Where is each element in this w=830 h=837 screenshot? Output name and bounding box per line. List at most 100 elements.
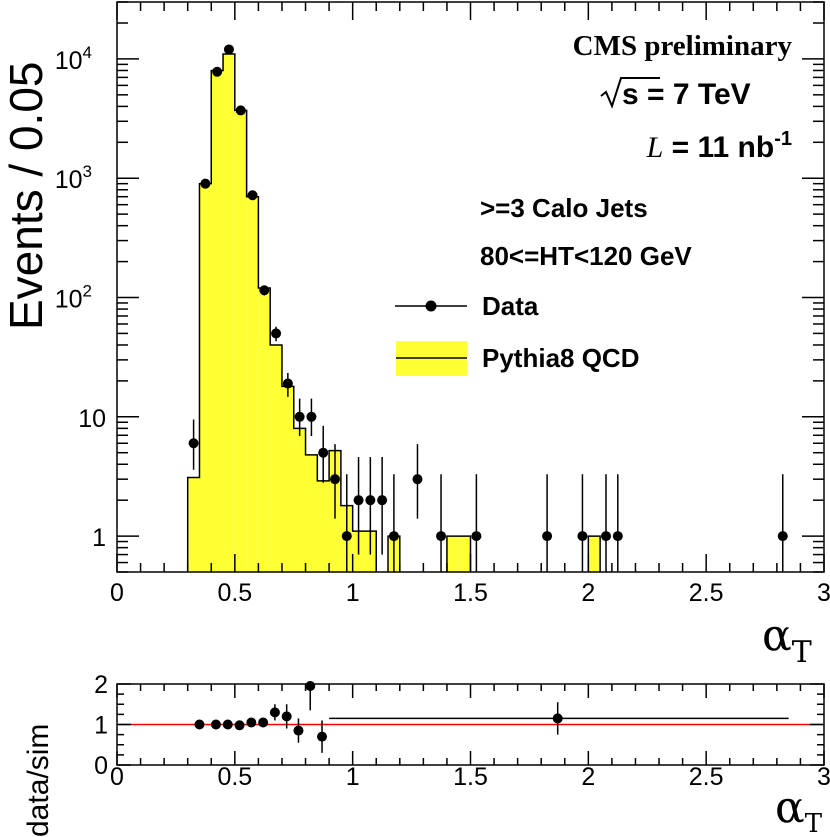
data-point-marker — [365, 495, 376, 506]
histogram-bin-6 — [258, 288, 271, 572]
ratio-y-axis: 0 1 2 — [94, 671, 824, 780]
data-point-4 — [235, 105, 246, 116]
data-point-18 — [412, 444, 423, 519]
data-point-marker — [223, 44, 234, 55]
data-point-15 — [365, 457, 376, 555]
energy-label: s = 7 TeV — [600, 77, 751, 111]
data-point-marker — [436, 531, 447, 542]
histogram-bin-11 — [317, 480, 330, 572]
data-point-14 — [353, 457, 364, 555]
ratio-point-marker — [222, 719, 233, 730]
data-point-22 — [577, 474, 588, 572]
x-tick-label: 0.5 — [217, 579, 252, 607]
ratio-point-2 — [222, 719, 233, 730]
data-point-21 — [542, 474, 553, 572]
data-point-marker — [235, 105, 246, 116]
data-point-7 — [271, 326, 282, 342]
y-tick-label: 1 — [92, 524, 106, 552]
histogram-bin-17 — [446, 536, 459, 572]
data-point-marker — [212, 66, 223, 77]
ratio-point-marker — [281, 711, 292, 722]
ratio-point-3 — [234, 720, 245, 731]
data-point-5 — [247, 190, 258, 201]
data-point-20 — [471, 474, 482, 572]
ratio-point-marker — [317, 731, 328, 742]
data-point-19 — [436, 474, 447, 572]
data-point-marker — [612, 531, 623, 542]
histogram-bin-1 — [199, 183, 212, 573]
data-point-marker — [294, 411, 305, 422]
main-x-axis: 0 0.5 1 1.5 2 2.5 3 — [110, 2, 830, 607]
selection-label-ht: 80<=HT<120 GeV — [480, 241, 692, 271]
ratio-point-marker — [246, 717, 257, 728]
main-y-axis: 1 10 102 103 104 — [55, 1, 824, 573]
data-point-25 — [777, 474, 788, 572]
ratio-point-9 — [305, 681, 316, 711]
ratio-point-1 — [210, 719, 221, 730]
data-point-marker — [388, 531, 399, 542]
svg-text:s = 7 TeV: s = 7 TeV — [622, 78, 751, 111]
ratio-point-5 — [258, 717, 269, 728]
data-point-marker — [601, 531, 612, 542]
histogram-bin-10 — [305, 454, 318, 572]
histogram-bin-7 — [270, 344, 282, 572]
data-point-2 — [212, 66, 223, 77]
histogram-bin-5 — [246, 196, 259, 572]
ratio-point-4 — [246, 717, 257, 728]
data-point-6 — [259, 285, 270, 296]
legend-entry-mc: Pythia8 QCD — [396, 341, 640, 376]
ratio-x-tick-label: 1 — [346, 763, 360, 791]
ratio-x-tick-label: 2 — [581, 763, 595, 791]
ratio-x-tick-label: 3 — [817, 763, 830, 791]
svg-text:Data: Data — [482, 291, 539, 321]
ratio-point-marker — [552, 713, 563, 724]
histogram-bin-19 — [588, 536, 601, 572]
data-point-12 — [329, 444, 340, 519]
y-tick-label: 104 — [55, 43, 92, 75]
cms-label: CMS preliminary — [573, 30, 793, 62]
histogram-bin-9 — [293, 428, 306, 572]
ratio-point-8 — [293, 718, 304, 743]
histogram-bin-0 — [187, 477, 200, 572]
x-tick-label: 1 — [346, 579, 360, 607]
ratio-x-axis-label: αT — [775, 782, 823, 837]
legend-marker-data — [425, 300, 437, 312]
data-point-marker — [353, 495, 364, 506]
x-tick-label: 0 — [110, 579, 124, 607]
data-point-marker — [377, 495, 388, 506]
main-y-axis-label: Events / 0.05 — [0, 62, 52, 331]
ratio-y-tick-label: 2 — [94, 671, 108, 699]
legend-entry-data: Data — [395, 291, 539, 321]
main-x-axis-label: αT — [762, 610, 812, 670]
ratio-x-tick-label: 0 — [110, 763, 124, 791]
ratio-point-marker — [269, 707, 280, 718]
ratio-point-marker — [234, 720, 245, 731]
data-point-13 — [341, 474, 352, 572]
histogram-bin-3 — [223, 53, 235, 572]
ratio-x-axis: 0 0.5 1 1.5 2 2.5 3 — [110, 684, 830, 791]
data-point-10 — [306, 398, 317, 437]
data-point-marker — [341, 531, 352, 542]
ratio-y-tick-label: 1 — [94, 712, 108, 740]
data-points — [188, 44, 788, 572]
ratio-points — [194, 681, 789, 753]
data-point-1 — [200, 178, 211, 189]
data-point-8 — [282, 372, 293, 397]
data-point-marker — [259, 285, 270, 296]
histogram-bin-2 — [211, 70, 224, 573]
data-point-11 — [318, 425, 329, 483]
luminosity-label: L = 11 nb-1 — [646, 128, 792, 164]
histogram-bin-8 — [281, 386, 294, 572]
data-point-marker — [577, 531, 588, 542]
ratio-panel: 0 0.5 1 1.5 2 2.5 3 012 data/sim αT — [22, 671, 830, 837]
data-point-marker — [412, 474, 423, 485]
ratio-point-marker — [210, 719, 221, 730]
main-panel: 0 0.5 1 1.5 2 2.5 3 1 10 102 103 104 Events / 0.05… — [0, 1, 830, 670]
data-point-9 — [294, 398, 305, 437]
data-point-marker — [188, 438, 199, 449]
histogram-bin-4 — [234, 110, 247, 572]
ratio-point-marker — [194, 719, 205, 730]
legend: Data Pythia8 QCD — [395, 291, 640, 376]
data-point-marker — [200, 178, 211, 189]
